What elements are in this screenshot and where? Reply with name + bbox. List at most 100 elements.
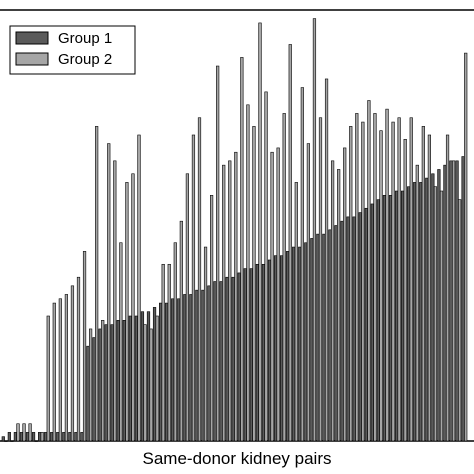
bar-group1-15 <box>86 345 90 442</box>
bar-group1-28 <box>165 302 169 442</box>
bar-group1-4 <box>19 432 24 442</box>
bar-group1-61 <box>364 207 368 442</box>
bar-group2-70 <box>421 126 425 442</box>
bar-group1-33 <box>195 289 199 442</box>
bar-group1-66 <box>394 190 399 442</box>
bar-group2-44 <box>264 91 268 442</box>
bar-group1-24 <box>140 311 145 442</box>
bar-group1-40 <box>237 272 241 442</box>
bar-group2-18 <box>107 143 111 442</box>
bar-group1-64 <box>382 195 387 442</box>
bar-group1-68 <box>407 186 411 442</box>
bar-group2-12 <box>70 285 75 442</box>
bar-group2-38 <box>228 160 232 442</box>
bar-group2-74 <box>445 134 450 442</box>
bar-group2-34 <box>203 246 208 442</box>
bar-group1-48 <box>286 251 290 442</box>
bar-group1-3 <box>13 432 18 442</box>
bar-group1-50 <box>298 246 302 442</box>
bar-group1-14 <box>80 432 84 442</box>
bar-group1-30 <box>177 298 181 442</box>
bar-group2-33 <box>197 117 202 442</box>
bar-group1-59 <box>352 216 356 442</box>
bar-group2-5 <box>28 423 32 442</box>
bar-group1-72 <box>431 173 435 442</box>
bar-group2-35 <box>210 195 214 442</box>
bar-group1-62 <box>370 203 374 442</box>
bar-group2-36 <box>216 65 220 442</box>
bar-group2-31 <box>185 173 190 442</box>
bar-group1-65 <box>388 195 393 442</box>
bar-group2-25 <box>149 328 153 442</box>
bar-group2-15 <box>89 328 93 442</box>
bar-group2-14 <box>82 251 87 442</box>
bar-group1-56 <box>334 225 338 442</box>
bar-group2-60 <box>361 121 365 442</box>
bar-group1-39 <box>231 276 235 442</box>
bar-group1-22 <box>128 315 132 442</box>
bar-group2-19 <box>113 160 117 442</box>
bar-group1-16 <box>92 337 96 442</box>
bar-group2-52 <box>312 18 317 442</box>
bar-group1-13 <box>74 432 78 442</box>
bar-group1-73 <box>437 169 441 442</box>
bar-group1-69 <box>413 182 417 442</box>
bar-group2-42 <box>252 126 256 442</box>
bar-group2-51 <box>306 143 311 442</box>
bar-group1-67 <box>400 190 405 442</box>
bar-group1-35 <box>207 285 211 442</box>
bar-group2-63 <box>379 130 383 442</box>
bar-group2-4 <box>22 423 26 442</box>
bar-group2-10 <box>58 298 62 442</box>
bar-group2-9 <box>52 302 56 442</box>
bar-group1-74 <box>443 164 447 442</box>
bar-group1-11 <box>62 432 66 442</box>
bar-group2-65 <box>391 121 395 442</box>
legend: Group 1 Group 2 <box>9 25 136 75</box>
bar-group2-41 <box>246 104 250 442</box>
bar-group1-45 <box>267 259 272 442</box>
legend-swatch-2 <box>15 52 49 66</box>
bar-group2-64 <box>385 108 389 442</box>
bar-group2-54 <box>324 78 329 442</box>
bar-group1-75 <box>449 160 453 442</box>
bar-group1-43 <box>255 263 260 442</box>
bar-group2-27 <box>161 263 165 442</box>
bar-group1-44 <box>261 263 266 442</box>
bar-group1-37 <box>219 281 223 442</box>
bar-group2-71 <box>427 134 432 442</box>
bar-group2-67 <box>403 139 407 442</box>
bar-group1-46 <box>273 255 278 442</box>
bar-group1-41 <box>243 268 247 442</box>
bar-group1-54 <box>322 233 326 442</box>
bar-group2-69 <box>415 164 419 442</box>
bar-group1-32 <box>189 294 193 442</box>
bar-group1-8 <box>44 432 48 442</box>
bar-group2-6 <box>34 440 38 442</box>
bar-group2-8 <box>46 315 50 442</box>
bar-group1-71 <box>425 177 429 442</box>
bar-group2-11 <box>64 294 68 442</box>
bar-group2-66 <box>397 117 401 442</box>
bar-group2-7 <box>40 432 44 442</box>
bar-group1-55 <box>328 229 332 442</box>
bar-group2-75 <box>451 160 456 442</box>
bar-group1-12 <box>68 432 72 442</box>
bar-group2-59 <box>355 113 359 442</box>
bar-group1-10 <box>56 432 60 442</box>
bar-group2-37 <box>222 164 226 442</box>
bar-group2-21 <box>125 182 129 442</box>
bar-group1-27 <box>159 302 163 442</box>
bar-group1-58 <box>346 216 350 442</box>
bar-group1-21 <box>122 320 126 442</box>
legend-label-2: Group 2 <box>58 51 112 68</box>
bar-group2-50 <box>300 87 304 442</box>
bar-group2-43 <box>258 22 262 442</box>
bar-group2-2 <box>10 440 14 442</box>
bar-group2-49 <box>294 182 298 442</box>
bar-group2-24 <box>143 324 147 442</box>
bar-group2-16 <box>95 126 99 442</box>
legend-label-1: Group 1 <box>58 30 112 47</box>
